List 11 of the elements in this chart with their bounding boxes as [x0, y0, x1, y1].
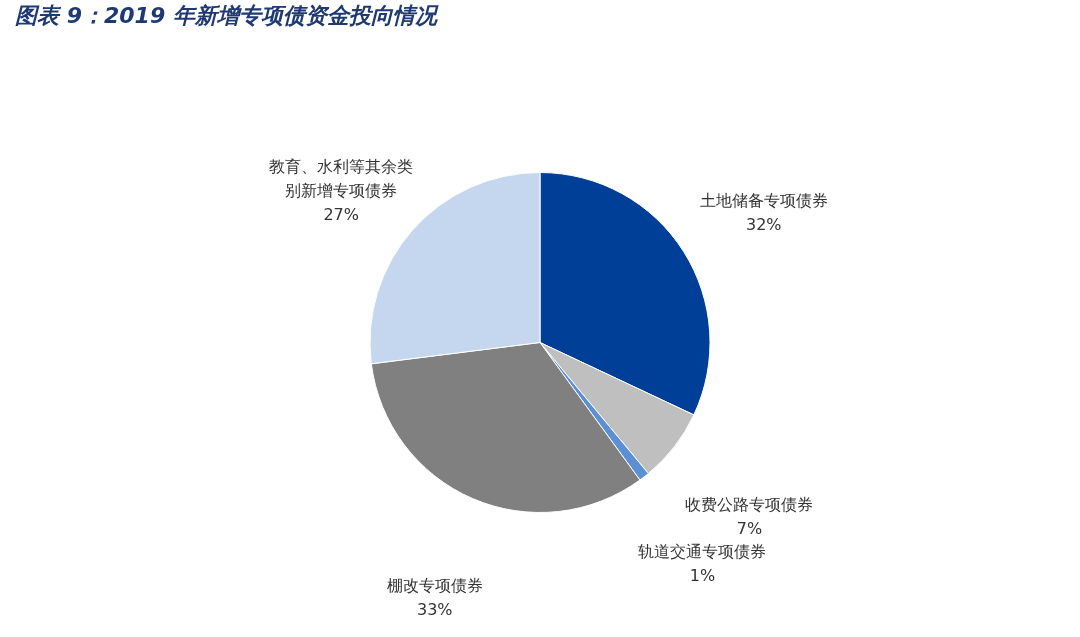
data-label: 7% — [736, 518, 763, 538]
data-label: 33% — [416, 599, 453, 619]
slice-label: 轨道交通专项债券 — [638, 541, 767, 561]
chart-title: 图表 9：2019 年新增专项债资金投向情况 — [15, 3, 439, 28]
slice-label: 棚改专项债券 — [386, 575, 483, 595]
slice-label: 教育、水利等其余类别新增专项债券 — [269, 157, 414, 201]
slice-label: 土地储备专项债券 — [699, 190, 828, 210]
data-label: 1% — [689, 565, 716, 585]
data-label: 27% — [323, 205, 359, 225]
slice-label: 收费公路专项债券 — [685, 494, 814, 514]
data-label: 32% — [745, 214, 782, 234]
